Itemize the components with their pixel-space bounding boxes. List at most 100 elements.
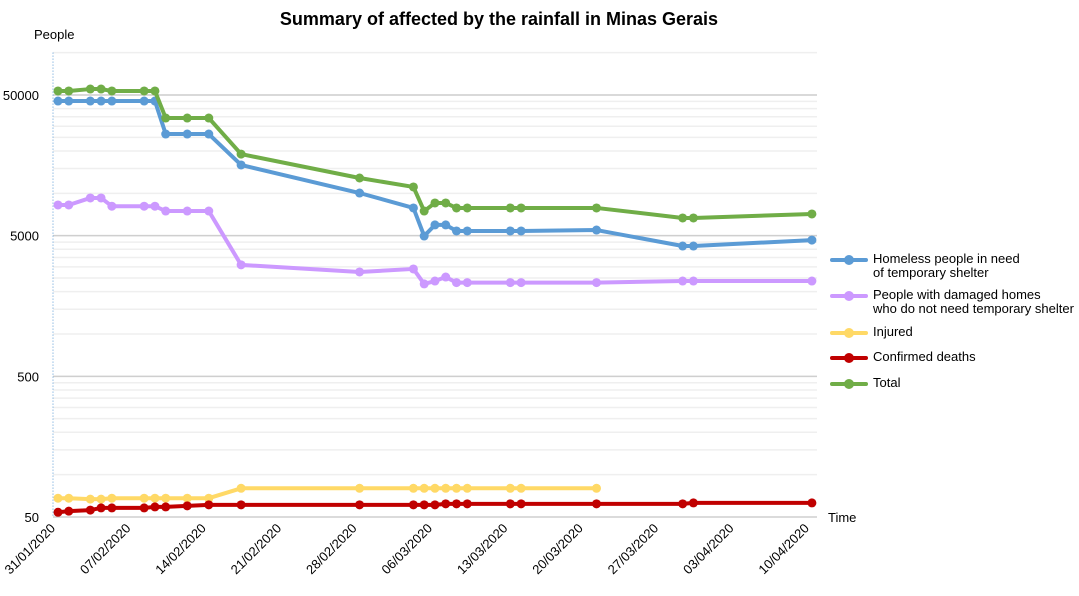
data-point-4 xyxy=(419,206,429,216)
x-tick-label: 21/02/2020 xyxy=(228,521,285,578)
data-point-4 xyxy=(430,198,440,208)
legend-item-total: Total xyxy=(830,376,900,390)
legend-label: Homeless people in need of temporary shel… xyxy=(873,252,1020,280)
data-point-2 xyxy=(419,483,429,493)
data-point-2 xyxy=(441,483,451,493)
data-point-2 xyxy=(451,483,461,493)
data-point-3 xyxy=(85,505,95,515)
data-point-0 xyxy=(182,129,192,139)
data-point-1 xyxy=(430,276,440,286)
y-tick-label: 5000 xyxy=(10,229,39,244)
data-point-1 xyxy=(355,267,365,277)
data-point-3 xyxy=(516,499,526,509)
data-point-3 xyxy=(236,500,246,510)
data-point-1 xyxy=(161,206,171,216)
data-point-2 xyxy=(592,483,601,493)
data-point-2 xyxy=(64,493,74,503)
data-point-0 xyxy=(592,225,601,235)
data-point-1 xyxy=(516,278,526,288)
data-point-3 xyxy=(419,500,429,510)
legend-line: who do not need temporary shelter xyxy=(873,301,1074,316)
data-point-4 xyxy=(516,203,526,213)
data-point-1 xyxy=(64,200,74,210)
data-point-3 xyxy=(441,499,451,509)
x-tick-label: 10/04/2020 xyxy=(755,521,812,578)
legend-swatch-damaged xyxy=(830,291,868,301)
data-point-1 xyxy=(678,276,688,286)
x-tick-label: 20/03/2020 xyxy=(529,521,586,578)
data-point-4 xyxy=(505,203,515,213)
data-point-0 xyxy=(516,226,526,236)
legend-label: Total xyxy=(873,375,901,390)
data-point-1 xyxy=(505,278,515,288)
data-point-2 xyxy=(355,483,365,493)
data-point-3 xyxy=(53,507,63,517)
x-tick-label: 27/03/2020 xyxy=(605,521,662,578)
legend-swatch-homeless xyxy=(830,255,868,265)
data-point-3 xyxy=(408,500,418,510)
data-point-3 xyxy=(355,500,365,510)
data-point-0 xyxy=(96,96,106,106)
data-point-1 xyxy=(204,206,214,216)
data-point-0 xyxy=(441,220,451,230)
data-point-0 xyxy=(355,188,365,198)
legend-label: People with damaged homes who do not need… xyxy=(873,288,1074,316)
data-point-2 xyxy=(107,493,117,503)
y-tick-label: 50000 xyxy=(3,88,39,103)
legend-item-injured: Injured xyxy=(830,325,913,339)
data-point-1 xyxy=(150,201,160,211)
data-point-4 xyxy=(96,84,106,94)
data-point-3 xyxy=(161,502,171,512)
data-point-2 xyxy=(236,483,246,493)
data-point-3 xyxy=(678,499,688,509)
data-point-1 xyxy=(419,279,429,289)
data-point-0 xyxy=(451,226,461,236)
data-point-4 xyxy=(85,84,95,94)
data-point-3 xyxy=(182,501,192,511)
data-point-4 xyxy=(236,149,246,159)
series-line-1 xyxy=(58,195,812,286)
data-point-2 xyxy=(150,493,160,503)
legend-line: Homeless people in need xyxy=(873,251,1020,266)
data-point-4 xyxy=(678,213,688,223)
data-point-1 xyxy=(807,276,817,286)
data-point-3 xyxy=(150,502,160,512)
x-tick-label: 06/03/2020 xyxy=(378,521,435,578)
data-point-0 xyxy=(678,241,688,251)
data-point-3 xyxy=(451,499,461,509)
series-line-2 xyxy=(58,486,597,502)
data-point-4 xyxy=(53,86,63,96)
data-point-1 xyxy=(451,278,461,288)
data-point-0 xyxy=(204,129,214,139)
data-point-1 xyxy=(408,264,418,274)
data-point-1 xyxy=(462,278,472,288)
data-point-4 xyxy=(150,86,160,96)
data-point-1 xyxy=(53,200,63,210)
x-tick-label: 31/01/2020 xyxy=(1,521,58,578)
data-point-4 xyxy=(807,209,817,219)
data-point-4 xyxy=(204,113,214,123)
legend-label: Injured xyxy=(873,324,913,339)
x-tick-label: 07/02/2020 xyxy=(77,521,134,578)
data-point-1 xyxy=(441,272,451,282)
data-point-3 xyxy=(462,499,472,509)
legend-item-homeless: Homeless people in need of temporary shel… xyxy=(830,252,1020,280)
data-point-2 xyxy=(505,483,515,493)
data-point-1 xyxy=(96,193,106,203)
data-point-3 xyxy=(107,503,117,513)
data-point-0 xyxy=(236,160,246,170)
data-point-0 xyxy=(161,129,171,139)
data-point-1 xyxy=(139,201,149,211)
data-point-3 xyxy=(430,500,440,510)
data-point-0 xyxy=(505,226,515,236)
chart-title: Summary of affected by the rainfall in M… xyxy=(279,9,719,29)
data-point-4 xyxy=(139,86,149,96)
data-point-4 xyxy=(408,182,418,192)
data-point-3 xyxy=(96,503,106,513)
data-point-4 xyxy=(161,113,171,123)
data-point-0 xyxy=(64,96,74,106)
legend-swatch-deaths xyxy=(830,353,868,363)
data-point-4 xyxy=(441,198,451,208)
x-tick-label: 28/02/2020 xyxy=(303,521,360,578)
data-point-0 xyxy=(419,231,429,241)
